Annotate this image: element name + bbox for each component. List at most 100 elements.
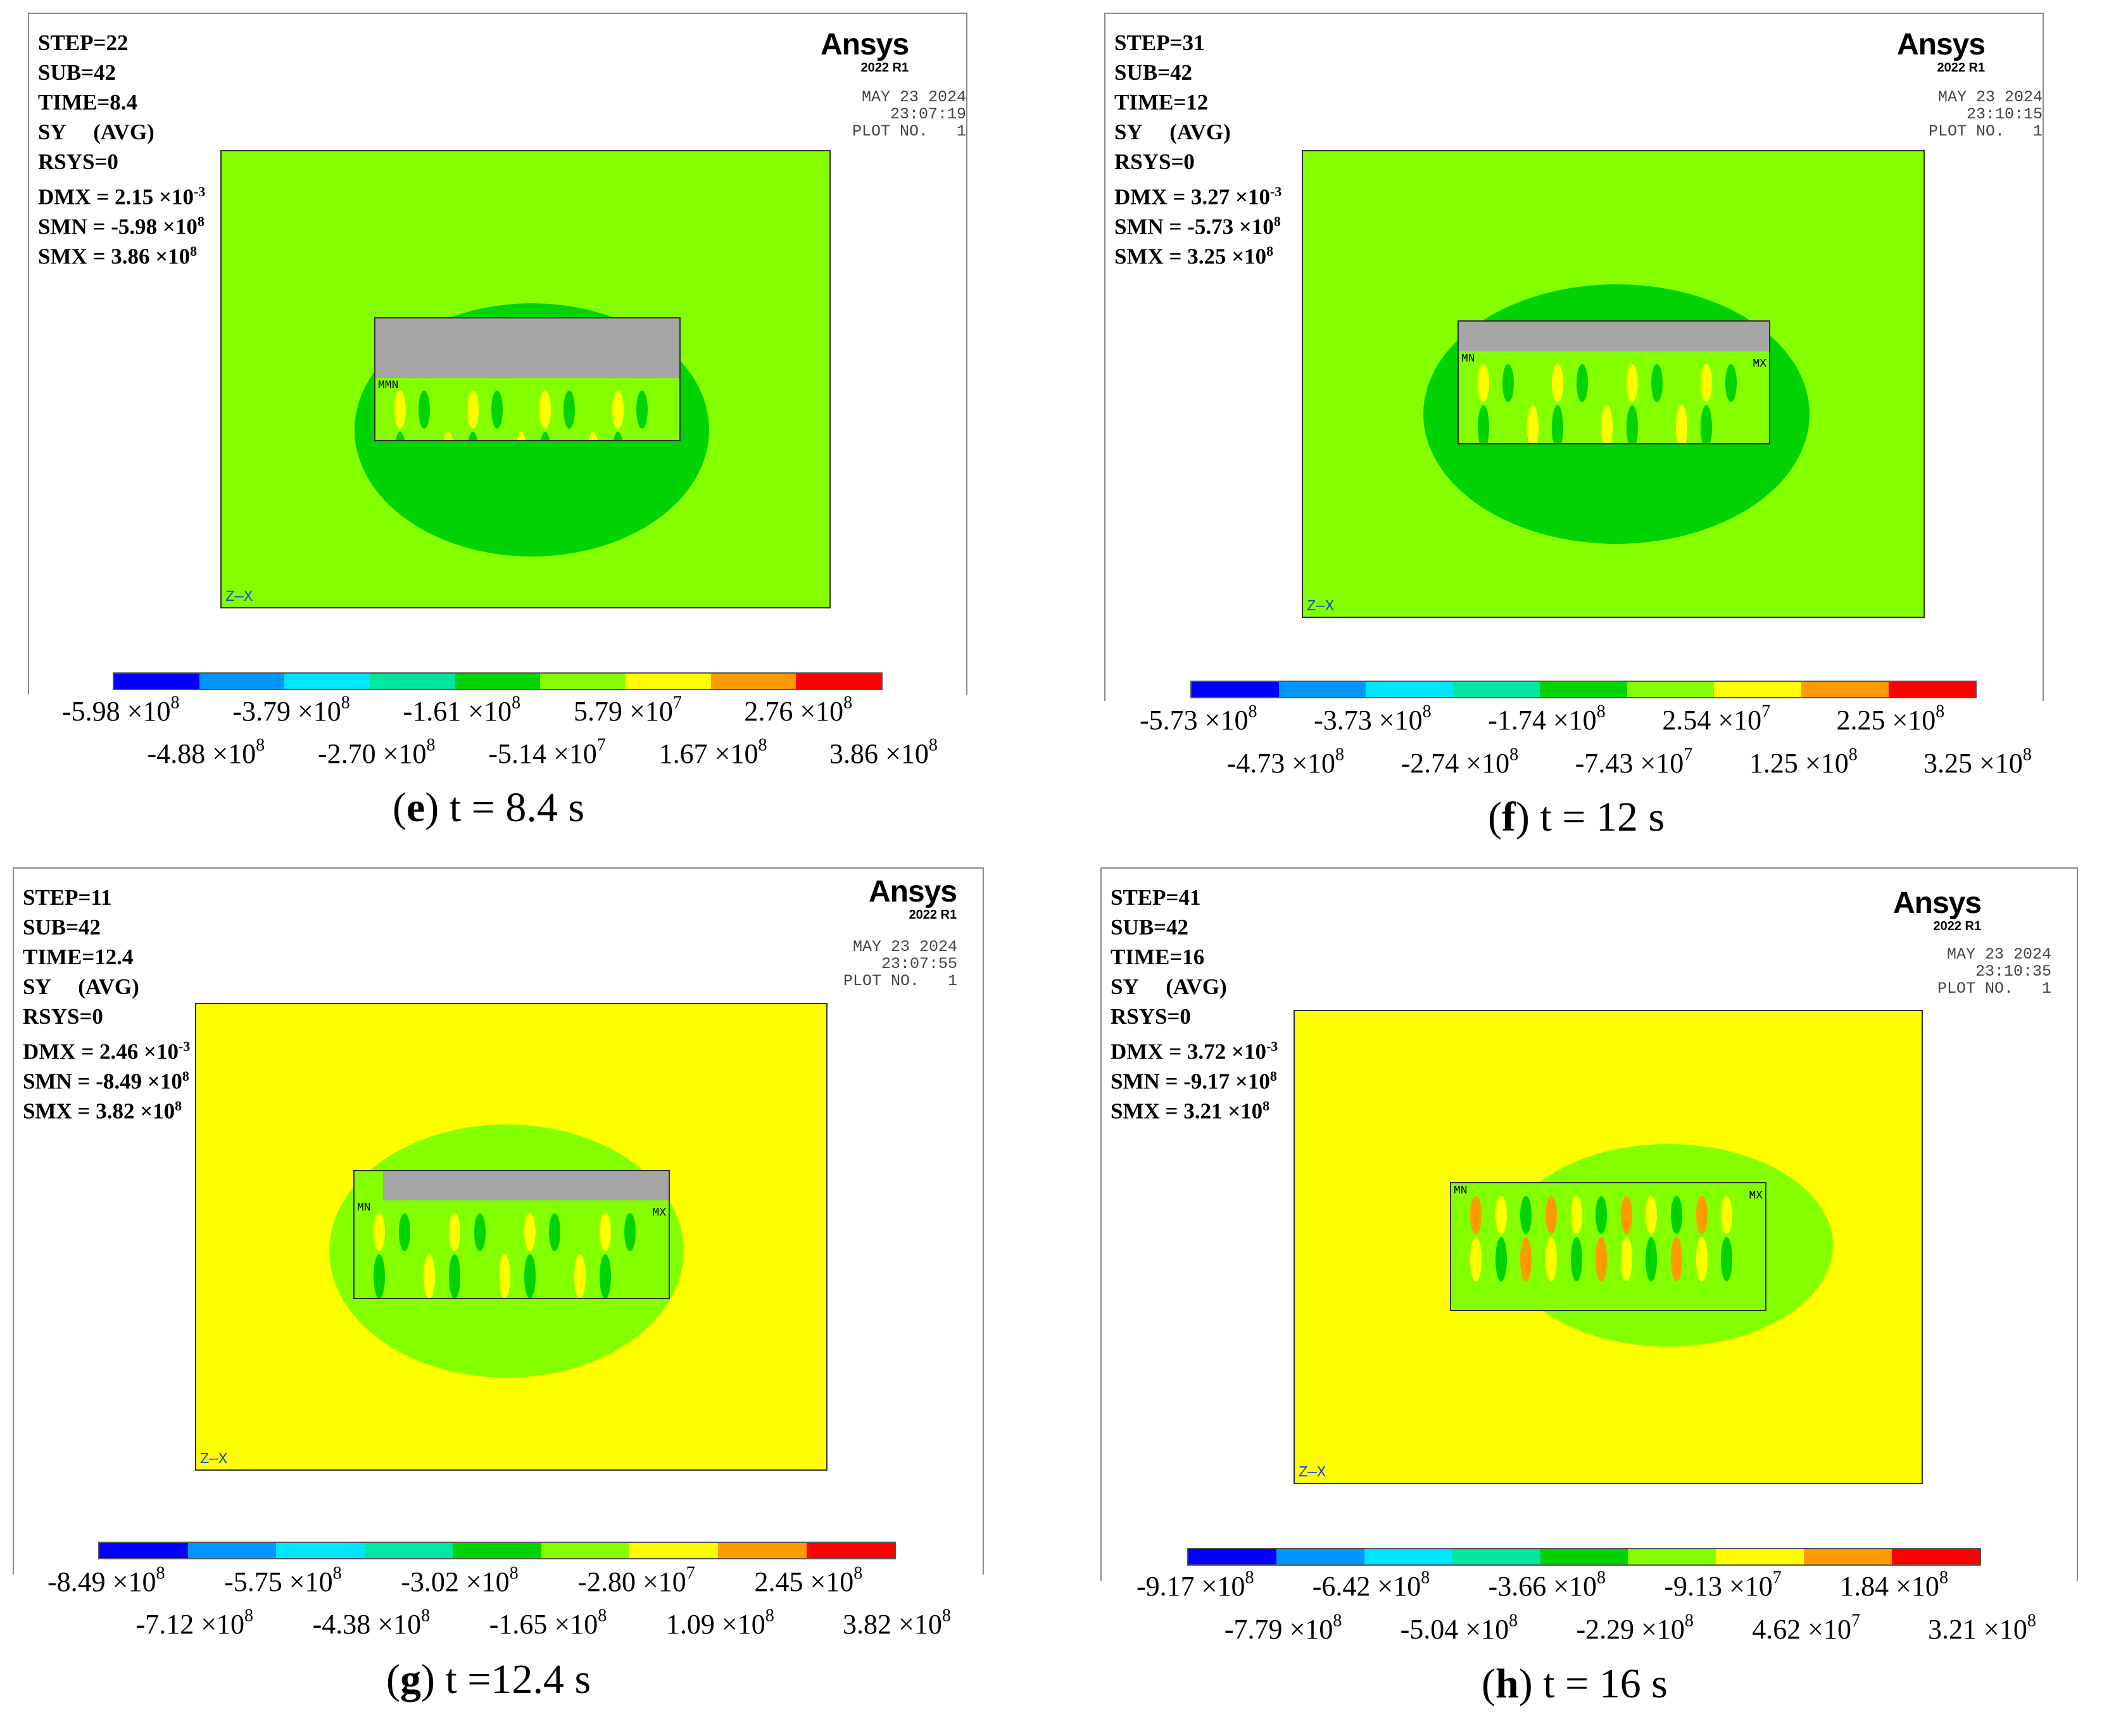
stress-lobe: [1577, 405, 1589, 443]
axis-gap: —: [1307, 1464, 1317, 1481]
info-smn-exponent: 8: [197, 213, 205, 229]
stress-lobe: [539, 391, 551, 429]
legend-color-band: [629, 1543, 718, 1558]
tick-exponent: 8: [1248, 701, 1257, 722]
stress-lobe: [1502, 405, 1514, 443]
stress-lobe: [1470, 1196, 1482, 1234]
caption-close-paren: ): [1518, 1661, 1533, 1707]
ansys-version: 2022 R1: [909, 908, 957, 922]
info-dmx-value: DMX = 2.15 ×10: [38, 184, 194, 210]
info-dmx: DMX = 2.46 ×10-3: [23, 1031, 190, 1064]
stress-lobe: [1520, 1196, 1532, 1234]
tick-value: -1.61 ×10: [403, 696, 512, 727]
stress-lobe: [1495, 1237, 1507, 1281]
legend-color-band: [114, 674, 199, 689]
info-result: SY (AVG): [23, 974, 139, 999]
tick-value: -9.13 ×10: [1664, 1571, 1773, 1602]
tick-value: -5.04 ×10: [1400, 1614, 1509, 1645]
max-marker: MX: [652, 1207, 666, 1219]
tick-value: 4.62 ×10: [1752, 1614, 1852, 1645]
tick-value: -1.65 ×10: [489, 1609, 598, 1640]
tick-exponent: 8: [256, 735, 265, 755]
stress-lobe: [549, 1254, 561, 1298]
legend-color-band: [370, 674, 455, 689]
info-dmx: DMX = 3.27 ×10-3: [1114, 177, 1281, 210]
info-smx-exponent: 8: [190, 243, 198, 259]
stress-lobe: [443, 391, 455, 429]
stress-lobe: [515, 391, 527, 429]
axis-triad: Z—X: [225, 589, 253, 606]
stress-lobe: [624, 1254, 636, 1298]
stress-lobe: [1620, 1196, 1632, 1234]
legend-tick-label: -9.13 ×107: [1664, 1569, 1781, 1602]
legend-tick-label: -3.66 ×108: [1489, 1569, 1606, 1602]
tick-exponent: 8: [2027, 1611, 2036, 1631]
info-smx-exponent: 8: [175, 1098, 182, 1114]
stress-lobe: [1651, 364, 1663, 402]
caption-letter: e: [406, 784, 425, 831]
tick-value: -1.74 ×10: [1488, 705, 1597, 736]
tick-exponent: 8: [765, 1606, 774, 1626]
plot-frame: MN MX Z—X STEP=11 SUB=42 TIME=12.4 SY (AVG) RSY…: [13, 867, 984, 1575]
contour-domain: MMN Z—X: [220, 150, 831, 608]
plot-metadata: MAY 23 2024 23:07:19 PLOT NO. 1: [852, 89, 966, 140]
stress-lobe: [1675, 405, 1687, 443]
axis-gap: —: [1316, 598, 1325, 615]
tick-value: -3.02 ×10: [401, 1566, 510, 1597]
result-panel-h: MN MX Z—X STEP=41 SUB=42 TIME=16 SY (AVG) RSYS=…: [1076, 855, 2109, 1723]
legend-color-band: [1804, 1549, 1892, 1564]
legend-tick-label: -9.17 ×108: [1136, 1569, 1254, 1602]
legend-color-band: [1452, 682, 1540, 697]
structure-block: MN MX: [353, 1170, 670, 1299]
meta-plot: PLOT NO. 1: [843, 972, 958, 990]
ansys-brand: Ansys 2022 R1: [1893, 888, 1982, 934]
legend-tick-label: -4.73 ×108: [1227, 746, 1344, 779]
stress-lobe: [1495, 1196, 1507, 1234]
tick-exponent: 8: [170, 693, 180, 713]
tick-exponent: 8: [1848, 745, 1858, 765]
tick-exponent: 8: [1684, 1611, 1694, 1631]
stress-lobe: [491, 391, 503, 429]
panel-caption: (f) t = 12 s: [1488, 793, 1665, 841]
tick-value: 5.79 ×10: [574, 696, 673, 727]
info-result: SY (AVG): [1114, 120, 1231, 144]
stress-lobe: [1646, 1237, 1658, 1281]
meta-clock: 23:07:19: [890, 105, 967, 123]
legend-color-band: [806, 1543, 895, 1558]
legend-color-band: [1716, 1549, 1804, 1564]
stress-lobe: [499, 1213, 511, 1251]
panel-caption: (e) t = 8.4 s: [393, 784, 584, 832]
panel-caption: (h) t = 16 s: [1482, 1660, 1668, 1708]
stress-lobe: [1700, 405, 1712, 443]
tick-exponent: 8: [1509, 1611, 1518, 1631]
legend-color-band: [541, 1543, 630, 1558]
info-time: TIME=8.4: [38, 90, 138, 115]
caption-open-paren: (: [393, 784, 406, 831]
stress-lobe: [1651, 405, 1663, 443]
structure-block: MN MX: [1457, 320, 1770, 444]
tick-exponent: 8: [509, 1563, 519, 1583]
tick-exponent: 8: [758, 735, 767, 755]
tick-exponent: 7: [686, 1563, 695, 1583]
ansys-version: 2022 R1: [1937, 61, 1986, 75]
legend-tick-label: -6.42 ×108: [1313, 1569, 1430, 1602]
legend-color-band: [1364, 1549, 1452, 1564]
tick-value: 1.84 ×10: [1840, 1571, 1939, 1602]
result-panel-f: MN MX Z—X STEP=31 SUB=42 TIME=12 SY (AVG) RSYS=…: [1076, 0, 2109, 868]
ansys-logo: Ansys: [869, 875, 957, 909]
meta-date: MAY 23 2024: [1938, 88, 2043, 106]
meta-clock: 23:07:55: [881, 955, 958, 973]
tick-value: 2.45 ×10: [754, 1566, 854, 1597]
stress-lobe: [574, 1213, 586, 1251]
stress-lobe: [636, 391, 648, 429]
tick-exponent: 8: [928, 735, 938, 755]
caption-text: t = 12 s: [1529, 794, 1665, 840]
legend-tick-label: -7.43 ×107: [1575, 746, 1692, 779]
axis-z-label: Z: [1307, 598, 1316, 615]
axis-x-label: X: [218, 1451, 228, 1468]
stress-lobe: [1577, 364, 1589, 402]
tick-value: 2.76 ×10: [744, 696, 844, 727]
legend-tick-label: 1.09 ×108: [666, 1606, 774, 1640]
info-smn: SMN = -5.98 ×108: [38, 206, 205, 239]
tick-value: -2.29 ×10: [1576, 1614, 1685, 1645]
